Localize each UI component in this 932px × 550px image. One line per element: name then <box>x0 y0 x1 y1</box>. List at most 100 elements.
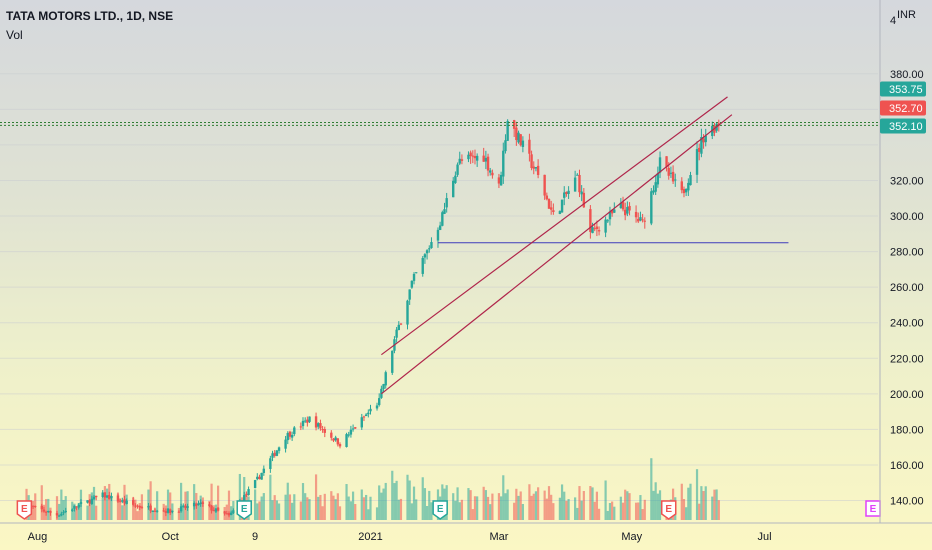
earnings-marker[interactable]: E <box>865 500 881 517</box>
volume-bar <box>406 474 409 520</box>
candle-body <box>375 405 379 409</box>
candle-body <box>406 300 409 325</box>
volume-bar <box>502 475 505 520</box>
volume-bar <box>589 486 592 520</box>
earnings-marker[interactable]: E <box>236 500 252 520</box>
price-badge-bg <box>880 100 926 116</box>
candle-body <box>308 416 311 422</box>
candle-body <box>149 505 152 511</box>
volume-bar <box>530 495 533 520</box>
candle-body <box>345 434 348 447</box>
volume-bar <box>217 485 220 520</box>
candle-body <box>619 202 623 208</box>
volume-bar <box>362 497 366 520</box>
earnings-badge-shape <box>660 500 677 520</box>
candle-body <box>201 502 205 504</box>
candle-body <box>229 512 233 515</box>
volume-bar <box>95 505 98 520</box>
volume-bar <box>119 498 122 520</box>
volume-bar <box>60 489 63 520</box>
earnings-marker[interactable]: E <box>432 500 448 520</box>
volume-bar <box>567 499 570 520</box>
candle-body <box>512 120 516 129</box>
candle-body <box>197 503 200 505</box>
candle-body <box>47 510 50 512</box>
volume-bar <box>506 489 509 520</box>
candle-body <box>208 504 211 506</box>
candle-body <box>101 492 104 498</box>
volume-bar <box>345 484 348 520</box>
candle-body <box>467 154 470 160</box>
volume-bar <box>58 503 61 520</box>
volume-bar <box>88 494 91 520</box>
candle-body <box>369 408 372 412</box>
volume-bar <box>698 503 701 520</box>
volume-bar <box>395 480 398 520</box>
price-axis-tick: 300.00 <box>890 211 924 223</box>
candle-body <box>354 427 357 429</box>
candle-body <box>34 505 37 507</box>
volume-bar <box>227 490 231 520</box>
candle-body <box>530 154 533 168</box>
volume-bar <box>103 486 107 520</box>
earnings-marker[interactable]: E <box>16 500 33 520</box>
candle-body <box>260 472 263 480</box>
volume-bar <box>578 486 581 520</box>
candle-body <box>563 192 566 198</box>
volume-bar <box>208 500 211 520</box>
volume-bar <box>284 494 287 520</box>
volume-bar <box>682 499 686 520</box>
volume-bar <box>375 507 379 520</box>
candle-body <box>125 500 128 504</box>
volume-bar <box>197 503 200 520</box>
price-axis-tick: 220.00 <box>890 353 924 365</box>
candlestick-series <box>25 119 721 519</box>
candle-body <box>110 495 113 499</box>
candle-body <box>521 140 525 147</box>
volume-bar <box>258 501 261 520</box>
volume-bar <box>288 494 292 520</box>
time-axis-label: 9 <box>252 531 258 543</box>
candle-body <box>589 209 592 232</box>
candle-body <box>367 412 370 415</box>
volume-bar <box>308 499 311 520</box>
candle-body <box>410 280 414 288</box>
volume-bar <box>545 498 548 520</box>
volume-bar <box>634 502 638 520</box>
price-badge-label: 352.70 <box>889 103 923 115</box>
candle-body <box>484 157 488 162</box>
candle-body <box>155 510 159 512</box>
candle-body <box>565 191 568 195</box>
candle-body <box>271 453 274 458</box>
candle-body <box>64 510 67 512</box>
volume-bar <box>332 495 335 520</box>
candle-body <box>654 182 657 192</box>
candle-body <box>338 444 342 447</box>
chart-title: TATA MOTORS LTD., 1D, NSE <box>6 9 173 23</box>
currency-label: INR <box>897 9 916 21</box>
time-axis-label: 2021 <box>358 531 382 543</box>
candle-body <box>395 329 398 338</box>
volume-bar <box>643 499 646 520</box>
candle-body <box>332 438 335 441</box>
price-axis-tick: 180.00 <box>890 424 924 436</box>
candle-body <box>689 175 692 186</box>
candle-body <box>558 211 562 214</box>
volume-bar <box>90 492 93 520</box>
volume-bar <box>547 486 551 520</box>
earnings-marker[interactable]: E <box>660 500 677 520</box>
candle-body <box>412 273 416 281</box>
candle-body <box>44 511 48 513</box>
candle-body <box>162 510 165 512</box>
candle-body <box>471 155 475 157</box>
time-axis-label: May <box>621 531 642 543</box>
trendline-drawings[interactable] <box>0 96 878 395</box>
candle-body <box>608 211 612 220</box>
candle-body <box>256 476 259 480</box>
candle-body <box>382 384 385 389</box>
candle-body <box>491 172 494 176</box>
volume-bar <box>317 496 320 520</box>
